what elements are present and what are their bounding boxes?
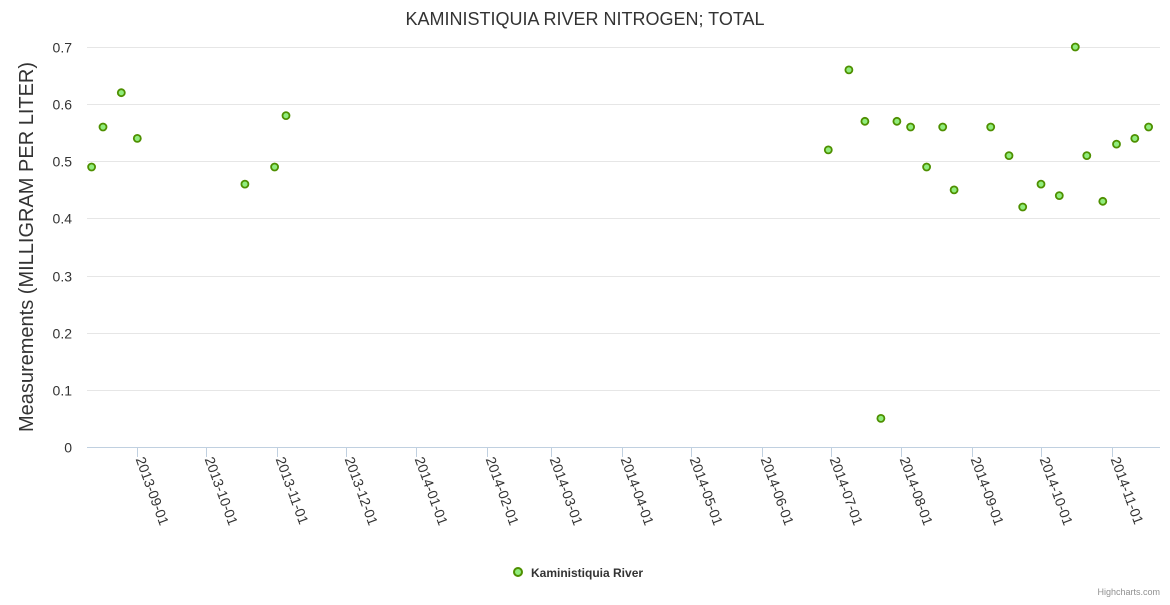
data-point[interactable] <box>922 162 931 172</box>
x-tick-label: 2013-12-01 <box>342 455 382 528</box>
data-point[interactable] <box>938 122 948 132</box>
data-point[interactable] <box>844 65 854 75</box>
y-tick-label: 0.7 <box>53 40 73 56</box>
y-axis-label: Measurements (MILLIGRAM PER LITER) <box>16 62 38 432</box>
y-tick-label: 0.4 <box>53 211 73 227</box>
x-tick-label: 2014-02-01 <box>483 455 523 528</box>
data-point[interactable] <box>240 179 250 189</box>
gridlines <box>87 47 1160 391</box>
x-tick-label: 2014-05-01 <box>687 455 727 528</box>
x-axis-ticks: 2013-09-01 2013-10-01 2013-11-01 2013-12-01… <box>133 447 1147 528</box>
data-point[interactable] <box>1082 151 1092 161</box>
x-tick-label: 2014-10-01 <box>1037 455 1077 528</box>
data-point[interactable] <box>132 133 142 143</box>
x-tick-label: 2014-03-01 <box>547 455 587 528</box>
chart-title: KAMINISTIQUIA RIVER NITROGEN; TOTAL <box>405 9 764 29</box>
x-tick-label: 2014-04-01 <box>618 455 658 528</box>
legend-item-label[interactable]: Kaministiquia River <box>531 566 643 580</box>
y-tick-label: 0 <box>64 440 72 456</box>
data-point[interactable] <box>1098 196 1108 206</box>
y-tick-label: 0.3 <box>53 269 73 285</box>
x-tick-label: 2013-11-01 <box>273 455 312 527</box>
x-tick-label: 2013-10-01 <box>202 455 242 528</box>
data-point[interactable] <box>892 116 902 126</box>
credits[interactable]: Highcharts.com <box>1097 587 1160 597</box>
data-point[interactable] <box>1036 179 1046 189</box>
y-tick-label: 0.1 <box>53 383 73 399</box>
data-point[interactable] <box>906 122 915 132</box>
x-tick-label: 2014-06-01 <box>758 455 798 528</box>
data-points[interactable] <box>87 42 1153 423</box>
y-tick-label: 0.6 <box>53 97 73 113</box>
data-point[interactable] <box>1018 202 1028 212</box>
data-point[interactable] <box>949 185 959 195</box>
data-point[interactable] <box>860 116 870 126</box>
data-point[interactable] <box>1112 139 1121 149</box>
legend-marker <box>513 567 523 577</box>
y-tick-label: 0.2 <box>53 326 73 342</box>
y-axis-ticks: 0 0.1 0.2 0.3 0.4 0.5 0.6 0.7 <box>53 40 73 456</box>
data-point[interactable] <box>116 88 126 98</box>
data-point[interactable] <box>98 122 108 132</box>
y-tick-label: 0.5 <box>53 154 73 170</box>
data-point[interactable] <box>1070 42 1080 52</box>
x-tick-label: 2013-09-01 <box>133 455 173 528</box>
data-point[interactable] <box>270 162 280 172</box>
x-tick-label: 2014-07-01 <box>827 455 867 528</box>
data-point[interactable] <box>876 413 886 423</box>
x-tick-label: 2014-08-01 <box>897 455 937 528</box>
data-point[interactable] <box>1130 133 1140 143</box>
data-point[interactable] <box>87 162 96 172</box>
data-point[interactable] <box>1004 151 1014 161</box>
legend[interactable]: Kaministiquia River <box>513 566 643 580</box>
x-tick-label: 2014-09-01 <box>968 455 1008 528</box>
data-point[interactable] <box>281 111 291 120</box>
data-point[interactable] <box>986 122 996 132</box>
x-tick-label: 2014-11-01 <box>1108 455 1147 527</box>
x-tick-label: 2014-01-01 <box>412 455 452 528</box>
data-point[interactable] <box>1144 122 1153 132</box>
data-point[interactable] <box>823 145 833 155</box>
data-point[interactable] <box>1054 191 1064 201</box>
